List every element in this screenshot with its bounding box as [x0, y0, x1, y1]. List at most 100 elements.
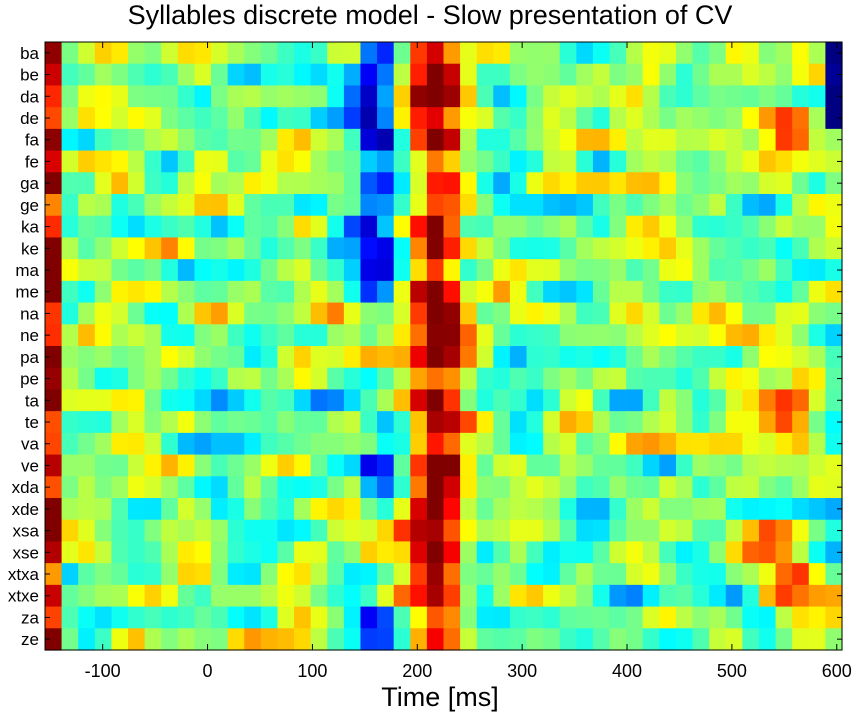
heatmap-cell	[576, 367, 594, 391]
heatmap-cell	[808, 454, 826, 477]
heatmap-cell	[609, 367, 627, 391]
heatmap-cell	[825, 606, 843, 629]
heatmap-cell	[294, 411, 312, 434]
heatmap-cell	[592, 280, 611, 304]
heatmap-cell	[775, 519, 793, 543]
heatmap-cell	[808, 215, 826, 239]
heatmap-cell	[194, 432, 212, 456]
heatmap-cell	[277, 411, 295, 434]
heatmap-cell	[61, 172, 79, 195]
heatmap-cell	[493, 280, 511, 304]
heatmap-cell	[111, 280, 129, 304]
heatmap-cell	[244, 85, 262, 108]
heatmap-cell	[609, 172, 627, 195]
heatmap-cell	[194, 215, 212, 239]
heatmap-cell	[808, 432, 826, 456]
heatmap-cell	[825, 628, 843, 651]
heatmap-cell	[410, 367, 428, 391]
heatmap-cell	[194, 411, 212, 434]
heatmap-cell	[111, 389, 129, 412]
heatmap-cell	[792, 280, 810, 304]
heatmap-cell	[360, 628, 378, 651]
heatmap-cell	[294, 280, 312, 304]
heatmap-cell	[576, 150, 594, 173]
heatmap-cell	[626, 85, 644, 108]
heatmap-cell	[576, 194, 594, 217]
heatmap-cell	[775, 150, 793, 173]
heatmap-cell	[460, 346, 478, 369]
heatmap-cell	[775, 432, 793, 456]
heatmap-cell	[808, 237, 826, 260]
heatmap-cell	[526, 324, 544, 347]
heatmap-cell	[410, 606, 428, 629]
heatmap-cell	[592, 172, 611, 195]
heatmap-cell	[675, 498, 694, 521]
heatmap-cell	[177, 215, 196, 239]
heatmap-cell	[128, 389, 146, 412]
heatmap-cell	[725, 454, 743, 477]
heatmap-cell	[94, 584, 113, 608]
heatmap-cell	[758, 454, 777, 477]
heatmap-cell	[94, 628, 113, 651]
heatmap-cell	[144, 563, 162, 586]
heatmap-cell	[277, 454, 295, 477]
heatmap-cell	[393, 519, 411, 543]
heatmap-cell	[410, 63, 428, 87]
heatmap-cell	[177, 519, 196, 543]
heatmap-cell	[792, 259, 810, 282]
heatmap-cell	[426, 584, 445, 608]
heatmap-cell	[659, 519, 677, 543]
heatmap-cell	[692, 172, 710, 195]
heatmap-cell	[758, 476, 777, 499]
heatmap-cell	[61, 454, 79, 477]
heatmap-cell	[758, 302, 777, 325]
heatmap-cell	[626, 454, 644, 477]
heatmap-cell	[244, 259, 262, 282]
heatmap-cell	[161, 128, 179, 152]
heatmap-cell	[161, 454, 179, 477]
heatmap-cell	[211, 42, 229, 65]
heatmap-cell	[476, 476, 494, 499]
heatmap-cell	[808, 476, 826, 499]
heatmap-cell	[45, 128, 63, 152]
heatmap-cell	[526, 63, 544, 87]
heatmap-cell	[177, 411, 196, 434]
heatmap-cell	[393, 150, 411, 173]
heatmap-cell	[642, 150, 660, 173]
heatmap-cell	[659, 411, 677, 434]
heatmap-cell	[576, 584, 594, 608]
heatmap-cell	[526, 411, 544, 434]
y-tick-label: xtxe	[8, 587, 39, 606]
heatmap-cell	[227, 541, 245, 564]
heatmap-cell	[460, 215, 478, 239]
heatmap-cell	[758, 194, 777, 217]
x-tick-label: 200	[402, 661, 432, 681]
heatmap-cell	[277, 584, 295, 608]
heatmap-cell	[244, 42, 262, 65]
heatmap-cell	[659, 63, 677, 87]
heatmap-cell	[128, 519, 146, 543]
heatmap-cell	[343, 367, 362, 391]
heatmap-cell	[493, 150, 511, 173]
heatmap-cell	[227, 128, 245, 152]
heatmap-cell	[177, 237, 196, 260]
heatmap-cell	[526, 498, 544, 521]
heatmap-cell	[244, 454, 262, 477]
heatmap-cell	[825, 584, 843, 608]
heatmap-cell	[194, 389, 212, 412]
heatmap-cell	[343, 584, 362, 608]
heatmap-cell	[642, 498, 660, 521]
heatmap-cell	[393, 454, 411, 477]
heatmap-cell	[526, 128, 544, 152]
heatmap-cell	[792, 128, 810, 152]
heatmap-cell	[692, 259, 710, 282]
heatmap-cell	[675, 107, 694, 130]
heatmap-cell	[476, 237, 494, 260]
heatmap-cell	[543, 584, 561, 608]
heatmap-cell	[543, 280, 561, 304]
heatmap-cell	[78, 194, 96, 217]
heatmap-cell	[327, 541, 345, 564]
heatmap-cell	[543, 367, 561, 391]
heatmap-cell	[493, 107, 511, 130]
heatmap-cell	[410, 628, 428, 651]
